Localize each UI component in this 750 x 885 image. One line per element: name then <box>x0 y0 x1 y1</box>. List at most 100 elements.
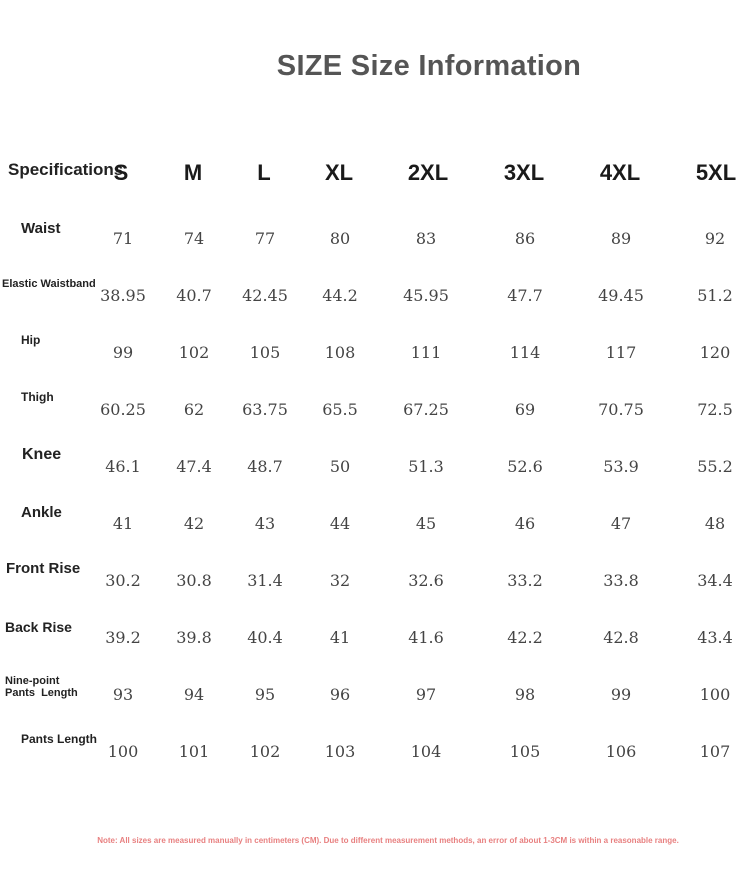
row-label-elastic-waistband: Elastic Waistband <box>2 278 96 290</box>
table-cell: 72.5 <box>697 400 733 419</box>
table-cell: 33.8 <box>603 571 639 590</box>
size-header-2xl: 2XL <box>407 160 449 185</box>
table-cell: 46 <box>514 514 536 533</box>
table-cell: 42 <box>183 514 205 533</box>
table-cell: 89 <box>610 229 632 248</box>
table-row: Ankle 41 42 43 44 45 46 47 48 <box>0 503 750 543</box>
size-header-4xl: 4XL <box>599 160 641 185</box>
table-cell: 93 <box>112 685 134 704</box>
table-cell: 41.6 <box>408 628 444 647</box>
size-header-row: Specifications S M L XL 2XL 3XL 4XL 5XL <box>0 158 750 190</box>
table-cell: 99 <box>112 343 134 362</box>
table-cell: 39.2 <box>105 628 141 647</box>
row-label-knee: Knee <box>22 446 62 463</box>
size-header-3xl: 3XL <box>503 160 545 185</box>
table-cell: 53.9 <box>603 457 639 476</box>
table-cell: 38.95 <box>100 286 146 305</box>
table-cell: 40.4 <box>247 628 283 647</box>
table-cell: 33.2 <box>507 571 543 590</box>
table-cell: 43 <box>254 514 276 533</box>
table-cell: 48.7 <box>247 457 283 476</box>
table-cell: 102 <box>178 343 210 362</box>
table-cell: 52.6 <box>507 457 543 476</box>
specifications-header: Specifications <box>8 160 124 179</box>
size-header-l: L <box>257 160 271 185</box>
table-cell: 31.4 <box>247 571 283 590</box>
page-title: SIZE Size Information <box>276 50 582 82</box>
table-cell: 98 <box>514 685 536 704</box>
table-cell: 51.2 <box>697 286 733 305</box>
table-cell: 100 <box>107 742 139 761</box>
table-cell: 55.2 <box>697 457 733 476</box>
table-cell: 40.7 <box>176 286 212 305</box>
table-cell: 30.2 <box>105 571 141 590</box>
table-cell: 92 <box>704 229 726 248</box>
table-cell: 62 <box>183 400 205 419</box>
size-header-xl: XL <box>324 160 354 185</box>
table-row: Front Rise 30.2 30.8 31.4 32 32.6 33.2 3… <box>0 560 750 600</box>
table-cell: 69 <box>514 400 536 419</box>
table-cell: 96 <box>329 685 351 704</box>
table-cell: 60.25 <box>100 400 146 419</box>
table-cell: 47 <box>610 514 632 533</box>
table-row: Hip 99 102 105 108 111 114 117 120 <box>0 332 750 372</box>
table-cell: 42.8 <box>603 628 639 647</box>
table-cell: 44 <box>329 514 351 533</box>
table-cell: 49.45 <box>598 286 644 305</box>
table-cell: 50 <box>329 457 351 476</box>
size-header-s: S <box>113 160 129 185</box>
table-cell: 32 <box>329 571 351 590</box>
table-cell: 47.4 <box>176 457 212 476</box>
table-cell: 48 <box>704 514 726 533</box>
table-cell: 111 <box>410 343 442 362</box>
table-cell: 74 <box>183 229 205 248</box>
table-cell: 45.95 <box>403 286 449 305</box>
table-cell: 117 <box>605 343 637 362</box>
table-cell: 70.75 <box>598 400 644 419</box>
size-header-5xl: 5XL <box>695 160 737 185</box>
table-cell: 63.75 <box>242 400 288 419</box>
table-row: Elastic Waistband 38.95 40.7 42.45 44.2 … <box>0 275 750 315</box>
row-label-ankle: Ankle <box>21 504 62 521</box>
table-row: Nine-point Pants Length 93 94 95 96 97 9… <box>0 674 750 714</box>
table-cell: 86 <box>514 229 536 248</box>
table-cell: 95 <box>254 685 276 704</box>
table-cell: 45 <box>415 514 437 533</box>
table-cell: 30.8 <box>176 571 212 590</box>
table-cell: 51.3 <box>408 457 444 476</box>
row-label-pants-length: Pants Length <box>21 732 98 746</box>
row-label-front-rise: Front Rise <box>6 560 81 577</box>
table-cell: 80 <box>329 229 351 248</box>
table-cell: 97 <box>415 685 437 704</box>
table-cell: 106 <box>605 742 637 761</box>
table-cell: 34.4 <box>697 571 733 590</box>
table-cell: 42.45 <box>242 286 288 305</box>
table-row: Knee 46.1 47.4 48.7 50 51.3 52.6 53.9 55… <box>0 446 750 486</box>
table-cell: 102 <box>249 742 281 761</box>
table-cell: 101 <box>178 742 210 761</box>
table-cell: 104 <box>410 742 442 761</box>
table-cell: 47.7 <box>507 286 543 305</box>
table-cell: 94 <box>183 685 205 704</box>
table-cell: 43.4 <box>697 628 733 647</box>
row-label-waist: Waist <box>21 220 61 237</box>
table-cell: 41 <box>112 514 134 533</box>
row-label-thigh: Thigh <box>21 390 54 404</box>
table-cell: 108 <box>324 343 356 362</box>
table-row: Pants Length 100 101 102 103 104 105 106… <box>0 731 750 771</box>
table-row: Thigh 60.25 62 63.75 65.5 67.25 69 70.75… <box>0 389 750 429</box>
row-label-nine-point-pants-length: Nine-point Pants Length <box>5 675 78 699</box>
row-label-hip: Hip <box>21 333 41 347</box>
table-cell: 83 <box>415 229 437 248</box>
table-row: Waist 71 74 77 80 83 86 89 92 <box>0 218 750 258</box>
table-cell: 107 <box>699 742 731 761</box>
table-cell: 67.25 <box>403 400 449 419</box>
table-cell: 65.5 <box>322 400 358 419</box>
table-cell: 99 <box>610 685 632 704</box>
table-cell: 77 <box>254 229 276 248</box>
table-row: Back Rise 39.2 39.8 40.4 41 41.6 42.2 42… <box>0 617 750 657</box>
table-cell: 105 <box>249 343 281 362</box>
table-cell: 105 <box>509 742 541 761</box>
measurement-note: Note: All sizes are measured manually in… <box>97 836 679 845</box>
table-cell: 114 <box>509 343 541 362</box>
